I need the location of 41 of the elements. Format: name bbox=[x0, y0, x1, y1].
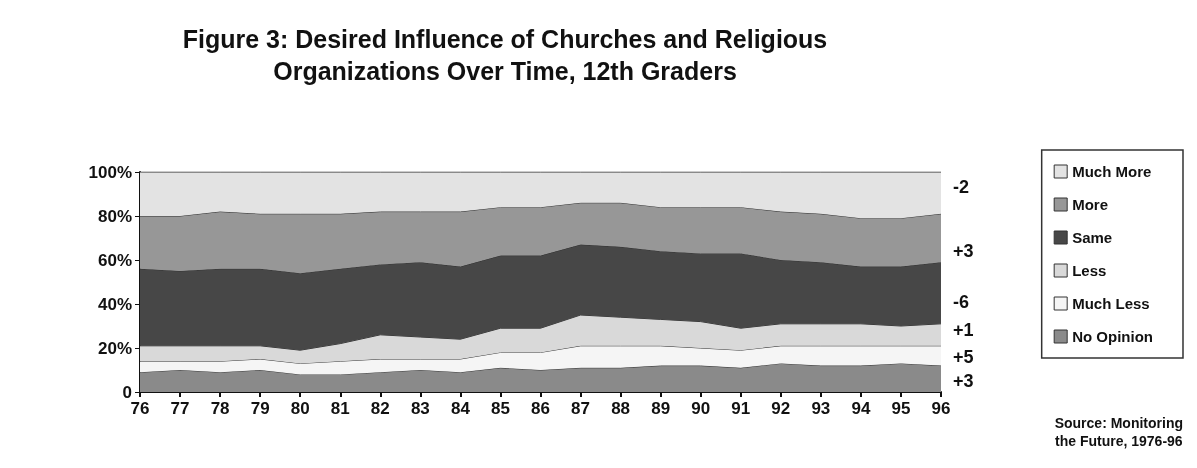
x-tick-label: 79 bbox=[250, 399, 270, 418]
y-tick-label: 40% bbox=[97, 294, 132, 314]
annotation: +5 bbox=[953, 346, 974, 367]
x-tick-label: 91 bbox=[731, 399, 751, 418]
annotation: -2 bbox=[953, 177, 970, 198]
source-note: Source: Monitoring the Future, 1976-96 bbox=[1054, 415, 1183, 449]
x-tick-label: 90 bbox=[691, 399, 711, 418]
legend-label: No Opinion bbox=[1072, 328, 1154, 345]
legend-label: Less bbox=[1072, 262, 1107, 279]
x-tick-label: 89 bbox=[651, 399, 671, 418]
x-tick-label: 82 bbox=[370, 399, 390, 418]
y-tick-label: 100% bbox=[88, 162, 132, 182]
y-tick-label: 0 bbox=[122, 382, 132, 402]
x-tick-label: 87 bbox=[571, 399, 591, 418]
x-tick-label: 80 bbox=[290, 399, 310, 418]
x-tick-label: 96 bbox=[931, 399, 951, 418]
x-tick-label: 93 bbox=[811, 399, 831, 418]
x-tick-label: 85 bbox=[490, 399, 510, 418]
legend-label: More bbox=[1072, 196, 1109, 213]
x-tick-label: 92 bbox=[771, 399, 791, 418]
x-tick-label: 86 bbox=[531, 399, 550, 418]
annotation: +3 bbox=[953, 371, 974, 391]
annotation: -6 bbox=[953, 291, 970, 312]
legend-label: Much More bbox=[1072, 163, 1152, 180]
chart-title: Figure 3: Desired Influence of Churches and Religious Organizations Over Time, 12th Graders bbox=[182, 25, 828, 85]
x-tick-label: 77 bbox=[170, 399, 190, 418]
legend-label: Same bbox=[1072, 229, 1113, 246]
y-tick-label: 80% bbox=[97, 206, 132, 226]
x-tick-label: 76 bbox=[130, 399, 150, 418]
y-tick-label: 60% bbox=[97, 250, 132, 270]
x-tick-label: 83 bbox=[410, 399, 430, 418]
y-tick-label: 20% bbox=[97, 338, 132, 358]
annotation: +1 bbox=[953, 320, 974, 341]
x-tick-label: 81 bbox=[330, 399, 350, 418]
x-tick-label: 94 bbox=[851, 399, 871, 418]
x-tick-label: 95 bbox=[891, 399, 911, 418]
x-tick-label: 78 bbox=[210, 399, 230, 418]
x-tick-label: 84 bbox=[450, 399, 471, 418]
legend-label: Much Less bbox=[1072, 295, 1150, 312]
x-tick-label: 88 bbox=[611, 399, 631, 418]
annotation: +3 bbox=[953, 241, 974, 262]
